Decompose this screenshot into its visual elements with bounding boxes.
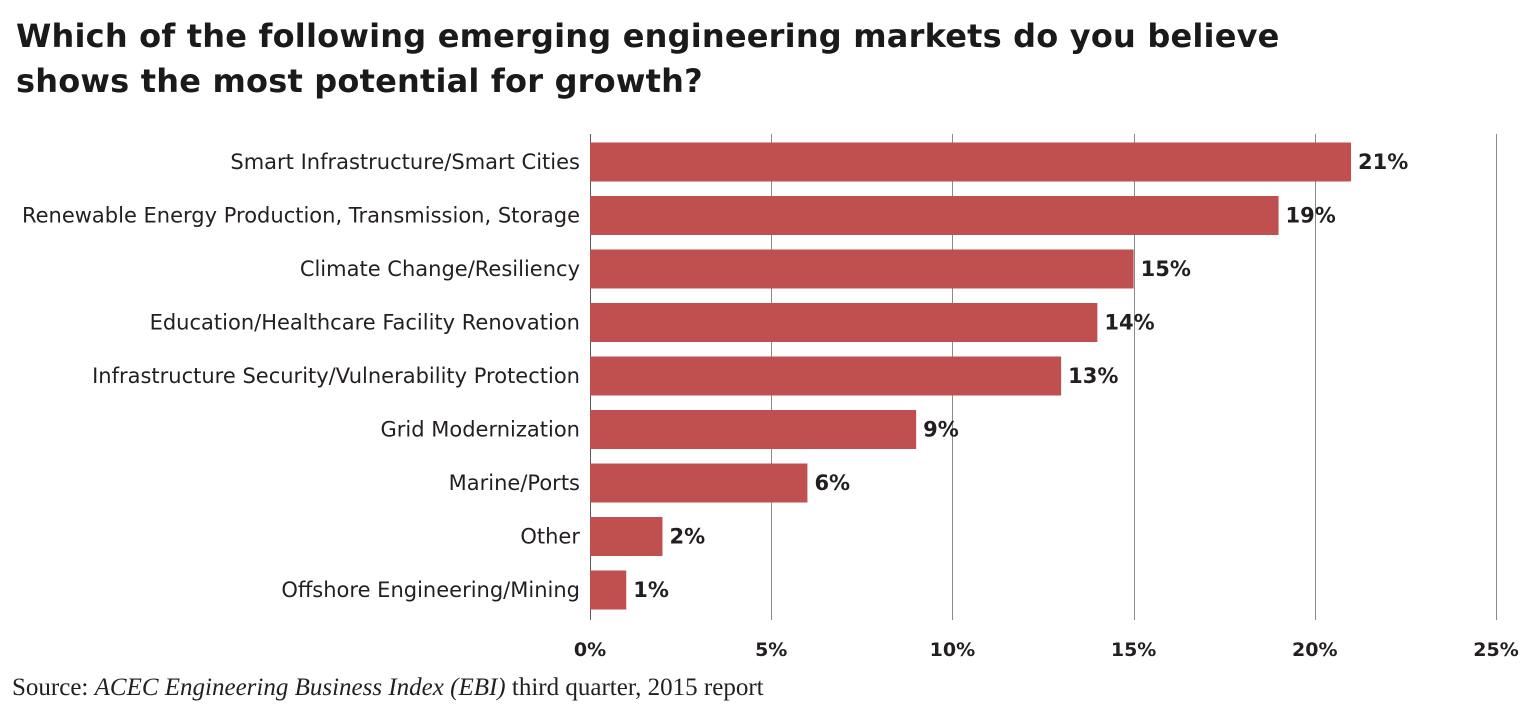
category-label: Marine/Ports	[449, 471, 580, 495]
category-label: Infrastructure Security/Vulnerability Pr…	[92, 364, 580, 388]
category-label: Education/Healthcare Facility Renovation	[150, 311, 580, 335]
value-label: 15%	[1141, 257, 1191, 281]
category-label: Grid Modernization	[381, 418, 581, 442]
bar	[590, 303, 1098, 342]
category-label: Offshore Engineering/Mining	[281, 578, 580, 602]
category-label: Smart Infrastructure/Smart Cities	[230, 150, 580, 174]
source-suffix: third quarter, 2015 report	[505, 674, 764, 701]
x-tick-label: 20%	[1292, 639, 1337, 661]
category-label: Other	[520, 525, 580, 549]
category-label: Climate Change/Resiliency	[300, 257, 580, 281]
bars	[590, 142, 1352, 610]
bar	[590, 410, 917, 449]
category-label: Renewable Energy Production, Transmissio…	[22, 204, 580, 228]
value-label: 2%	[669, 525, 705, 549]
chart-title: Which of the following emerging engineer…	[16, 17, 1280, 100]
source-publication: ACEC Engineering Business Index (EBI)	[94, 674, 506, 701]
value-labels: 21% 19% 15% 14% 13% 9% 6% 2% 1%	[633, 150, 1408, 602]
x-tick-label: 0%	[574, 639, 606, 661]
value-label: 21%	[1358, 150, 1408, 174]
bar	[590, 570, 627, 610]
x-tick-label: 5%	[755, 639, 787, 661]
value-label: 14%	[1104, 311, 1154, 335]
x-tick-label: 15%	[1111, 639, 1156, 661]
bar	[590, 463, 808, 503]
x-axis-tick-labels: 0% 5% 10% 15% 20% 25%	[574, 639, 1519, 661]
bar	[590, 517, 663, 556]
value-label: 19%	[1286, 204, 1336, 228]
bar	[590, 356, 1062, 396]
value-label: 6%	[814, 471, 850, 495]
source-note: Source: ACEC Engineering Business Index …	[12, 674, 1012, 702]
bar	[590, 249, 1134, 289]
value-label: 1%	[633, 578, 669, 602]
x-tick-label: 25%	[1473, 639, 1518, 661]
bar	[590, 196, 1279, 235]
category-labels: Smart Infrastructure/Smart Cities Renewab…	[22, 150, 580, 602]
x-tick-label: 10%	[930, 639, 975, 661]
value-label: 9%	[923, 418, 959, 442]
source-prefix: Source:	[12, 674, 95, 701]
value-label: 13%	[1068, 364, 1118, 388]
bar	[590, 142, 1352, 182]
bar-chart: Smart Infrastructure/Smart Cities Renewab…	[22, 134, 1519, 661]
